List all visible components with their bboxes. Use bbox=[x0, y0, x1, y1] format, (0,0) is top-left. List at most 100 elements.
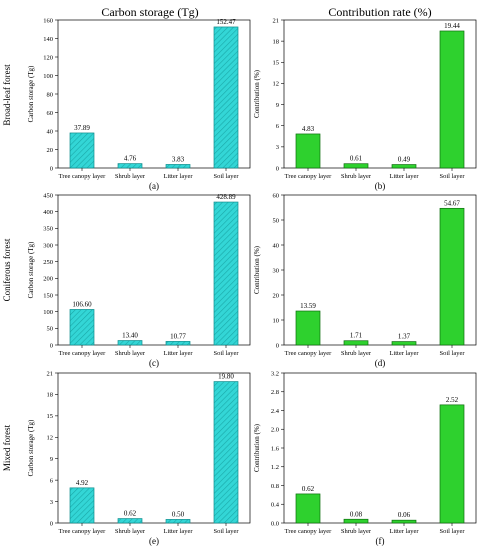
y-tick-label: 6 bbox=[276, 123, 280, 130]
data-label: 54.67 bbox=[444, 199, 460, 207]
left-column-title: Carbon storage (Tg) bbox=[101, 5, 198, 19]
y-tick-label: 3.2 bbox=[271, 370, 279, 377]
row-label-coniferous: Coniferous forest bbox=[2, 238, 12, 301]
plot-frame bbox=[283, 19, 477, 169]
bar bbox=[69, 309, 95, 346]
data-label: 4.76 bbox=[124, 155, 137, 163]
data-label: 0.08 bbox=[350, 510, 363, 518]
y-tick-label: 2.0 bbox=[271, 427, 279, 434]
x-tick-label: Soil layer bbox=[439, 350, 465, 357]
y-tick-label: 3 bbox=[276, 144, 279, 151]
chart-f: 0.0 0.4 0.8 1.2 1.6 2.0 2.4 2.8 3.2 Contribution … bbox=[253, 370, 477, 546]
y-tick-label: 21 bbox=[273, 17, 280, 24]
y-tick-label: 0 bbox=[276, 342, 279, 349]
y-tick-label: 1.6 bbox=[271, 445, 280, 452]
data-label: 19.44 bbox=[444, 22, 460, 30]
y-axis-label: Contribution (%) bbox=[253, 423, 261, 472]
bar bbox=[439, 404, 465, 524]
x-tick-label: Shrub layer bbox=[341, 350, 372, 357]
x-tick-label: Tree canopy layer bbox=[285, 350, 333, 357]
y-tick-label: 10 bbox=[273, 317, 280, 324]
bar bbox=[165, 164, 191, 169]
y-tick-label: 140 bbox=[43, 36, 53, 43]
y-tick-label: 50 bbox=[273, 217, 280, 224]
y-tick-label: 60 bbox=[273, 192, 280, 199]
data-label: 10.77 bbox=[170, 332, 186, 340]
y-tick-label: 9 bbox=[276, 102, 279, 109]
bar bbox=[69, 487, 95, 524]
y-tick-label: 120 bbox=[43, 54, 53, 61]
x-tick-label: Litter layer bbox=[389, 350, 419, 357]
y-axis-label: Carbon storage (Tg) bbox=[27, 419, 35, 476]
x-tick-label: Litter layer bbox=[163, 350, 193, 357]
y-axis-label: Carbon storage (Tg) bbox=[27, 241, 35, 298]
y-tick-label: 18 bbox=[47, 392, 54, 399]
bar bbox=[343, 518, 369, 524]
y-tick-label: 0.4 bbox=[271, 502, 280, 509]
x-tick-label: Litter layer bbox=[389, 528, 419, 535]
y-tick-label: 300 bbox=[43, 242, 53, 249]
y-tick-label: 100 bbox=[43, 73, 53, 80]
x-tick-label: Litter layer bbox=[389, 173, 419, 180]
x-tick-label: Soil layer bbox=[213, 350, 239, 357]
bar bbox=[165, 341, 191, 346]
y-tick-label: 0 bbox=[50, 342, 53, 349]
x-tick-label: Shrub layer bbox=[115, 173, 146, 180]
y-tick-label: 30 bbox=[273, 267, 280, 274]
panel-tag: (f) bbox=[376, 536, 385, 546]
y-tick-label: 21 bbox=[47, 370, 54, 377]
data-label: 4.92 bbox=[76, 479, 89, 487]
data-label: 4.83 bbox=[302, 125, 315, 133]
bar bbox=[391, 341, 417, 346]
data-label: 1.71 bbox=[350, 332, 363, 340]
data-label: 428.89 bbox=[216, 193, 236, 201]
data-label: 13.40 bbox=[122, 332, 138, 340]
bar bbox=[295, 310, 321, 346]
panel-tag: (c) bbox=[149, 358, 159, 368]
chart-b: 0 3 6 9 12 15 18 21 Contribution (%) 4.83 Tree can… bbox=[253, 17, 477, 191]
chart-e: 0 3 6 9 12 15 18 21 Carbon storage (Tg) 4.92 Tree … bbox=[27, 370, 251, 546]
y-tick-label: 15 bbox=[47, 413, 54, 420]
bar bbox=[343, 340, 369, 346]
data-label: 0.06 bbox=[398, 511, 411, 519]
data-label: 2.52 bbox=[446, 396, 459, 404]
bar bbox=[213, 381, 239, 524]
bar bbox=[295, 133, 321, 169]
plot-frame bbox=[57, 372, 251, 524]
bar bbox=[117, 518, 143, 524]
y-tick-label: 100 bbox=[43, 309, 53, 316]
y-tick-label: 150 bbox=[43, 292, 53, 299]
y-tick-label: 0 bbox=[50, 165, 53, 172]
data-label: 19.80 bbox=[218, 373, 234, 381]
data-label: 106.60 bbox=[72, 300, 92, 308]
y-tick-label: 18 bbox=[273, 38, 280, 45]
bar bbox=[117, 163, 143, 169]
y-tick-label: 40 bbox=[47, 128, 54, 135]
y-tick-label: 250 bbox=[43, 259, 53, 266]
data-label: 37.89 bbox=[74, 124, 90, 132]
bar bbox=[117, 340, 143, 346]
row-label-broadleaf: Broad-leaf forest bbox=[2, 64, 12, 126]
data-label: 0.62 bbox=[124, 510, 137, 518]
y-tick-label: 2.4 bbox=[271, 408, 280, 415]
y-tick-label: 40 bbox=[273, 242, 280, 249]
x-tick-label: Tree canopy layer bbox=[285, 173, 333, 180]
data-label: 0.62 bbox=[302, 485, 315, 493]
y-tick-label: 12 bbox=[273, 81, 280, 88]
data-label: 0.50 bbox=[172, 510, 185, 518]
plot-frame bbox=[57, 194, 251, 346]
panel-tag: (a) bbox=[149, 181, 159, 191]
x-tick-label: Shrub layer bbox=[341, 528, 372, 535]
x-tick-label: Litter layer bbox=[163, 528, 193, 535]
y-tick-label: 1.2 bbox=[271, 464, 279, 471]
bar bbox=[165, 519, 191, 524]
y-tick-label: 0.0 bbox=[271, 520, 279, 527]
x-tick-label: Shrub layer bbox=[341, 173, 372, 180]
data-label: 0.49 bbox=[398, 156, 411, 164]
bar bbox=[295, 493, 321, 524]
data-label: 3.83 bbox=[172, 155, 185, 163]
x-tick-label: Soil layer bbox=[439, 528, 465, 535]
chart-a: 0 20 40 60 80 100 120 140 160 Carbon storage (Tg)… bbox=[27, 17, 251, 191]
x-tick-label: Tree canopy layer bbox=[59, 173, 107, 180]
